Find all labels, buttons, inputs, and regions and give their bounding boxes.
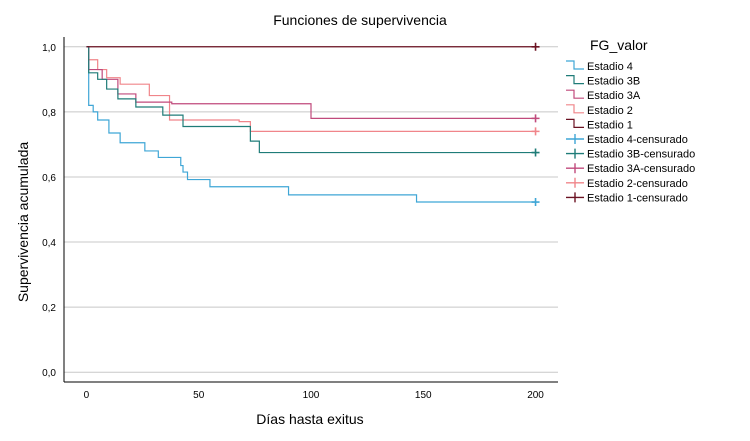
axes xyxy=(63,37,558,383)
y-axis-label: Supervivencia acumulada xyxy=(15,142,31,303)
legend-swatch xyxy=(566,163,584,174)
x-tick-labels: 0 50 100 150 200 xyxy=(84,390,545,401)
y-tick-label: 0,0 xyxy=(42,368,56,379)
y-tick-label: 0,6 xyxy=(42,173,56,184)
x-tick-label: 0 xyxy=(84,390,90,401)
legend-swatch xyxy=(566,192,584,203)
legend-swatch xyxy=(566,134,584,144)
series-line xyxy=(86,46,536,119)
legend-label: Estadio 1 xyxy=(587,119,633,131)
legend-label: Estadio 2 xyxy=(587,105,633,117)
censor-mark xyxy=(531,198,540,207)
censor-mark xyxy=(531,42,540,51)
legend-label: Estadio 1-censurado xyxy=(587,192,688,204)
legend-label: Estadio 3A-censurado xyxy=(587,163,695,175)
legend-swatch xyxy=(566,177,584,188)
legend-title: FG_valor xyxy=(590,37,648,53)
y-tick-labels: 0,0 0,2 0,4 0,6 0,8 1,0 xyxy=(42,43,56,379)
y-tick-label: 0,2 xyxy=(42,303,56,314)
censor-mark xyxy=(531,114,540,123)
chart-title: Funciones de supervivencia xyxy=(273,12,447,28)
legend-swatch xyxy=(566,148,584,159)
series-line xyxy=(86,46,536,154)
legend-swatch xyxy=(566,60,584,70)
x-axis-label: Días hasta exitus xyxy=(256,411,363,427)
legend-label: Estadio 4-censurado xyxy=(587,134,688,146)
legend-swatch xyxy=(566,89,584,99)
legend-swatch xyxy=(566,104,584,114)
legend-swatch xyxy=(566,118,584,128)
series-line xyxy=(86,46,536,132)
legend: FG_valor Estadio 4 Estadio 3B Estadio 3A Es… xyxy=(566,37,695,204)
legend-swatch xyxy=(566,75,584,85)
y-tick-label: 1,0 xyxy=(42,43,56,54)
y-tick-label: 0,4 xyxy=(42,238,56,249)
legend-label: Estadio 4 xyxy=(587,61,633,73)
legend-label: Estadio 3B xyxy=(587,76,640,88)
x-tick-label: 200 xyxy=(527,390,544,401)
legend-label: Estadio 3B-censurado xyxy=(587,149,695,161)
series-lines xyxy=(86,46,536,203)
y-tick-label: 0,8 xyxy=(42,108,56,119)
censor-marks xyxy=(531,42,540,207)
x-tick-label: 100 xyxy=(303,390,320,401)
legend-label: Estadio 2-censurado xyxy=(587,178,688,190)
x-tick-label: 150 xyxy=(415,390,432,401)
plot-area xyxy=(64,37,558,382)
censor-mark xyxy=(531,148,540,157)
x-tick-label: 50 xyxy=(193,390,205,401)
censor-mark xyxy=(531,127,540,136)
legend-label: Estadio 3A xyxy=(587,90,641,102)
series-line xyxy=(86,46,536,203)
